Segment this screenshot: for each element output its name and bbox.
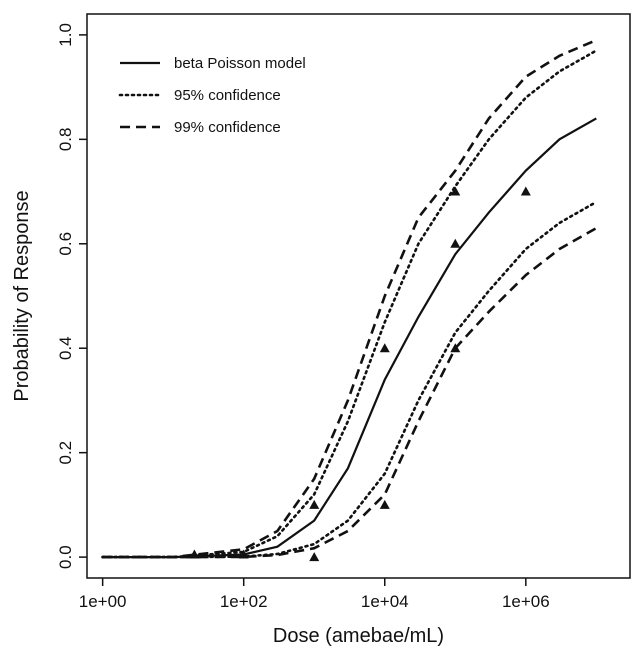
plot-frame [86,13,631,579]
y-tick-label: 0.4 [56,336,75,360]
y-tick-label: 0.6 [56,232,75,256]
data-point-triangle [520,186,531,196]
series-line-99-confidence-3 [102,38,597,559]
x-axis: 1e+00 1e+02 1e+04 1e+06 [79,578,550,611]
legend-label-95-confidence: 95% confidence [174,87,281,104]
x-tick-label: 1e+04 [361,592,409,611]
legend: beta Poisson model 95% confidence 99% co… [118,55,306,136]
series-line-99-confidence-4 [102,226,597,559]
y-tick-label: 1.0 [56,23,75,47]
x-tick-label: 1e+00 [79,592,127,611]
x-tick-label: 1e+06 [502,592,550,611]
data-point-triangle [450,238,461,248]
y-axis-title: Probability of Response [11,190,33,401]
series-line-95-confidence-2 [101,200,598,559]
x-axis-title: Dose (amebae/mL) [273,625,444,647]
data-point-triangle [379,499,390,509]
data-point-triangle [309,552,320,562]
data-point-triangle [309,499,320,509]
y-tick-label: 0.8 [56,128,75,152]
y-axis: 0.0 0.2 0.4 0.6 0.8 1.0 [56,23,87,569]
legend-label-99-confidence: 99% confidence [174,119,281,136]
y-tick-label: 0.0 [56,545,75,569]
data-point-triangle [189,549,200,559]
series-line-beta-poisson-model-0 [102,117,597,559]
data-point-triangle [450,186,461,196]
plot-area [101,38,598,562]
x-tick-label: 1e+02 [220,592,268,611]
data-point-triangle [379,343,390,353]
y-tick-label: 0.2 [56,441,75,465]
data-point-triangle [238,549,249,559]
data-point-triangle [450,343,461,353]
legend-label-beta-poisson: beta Poisson model [174,55,306,72]
